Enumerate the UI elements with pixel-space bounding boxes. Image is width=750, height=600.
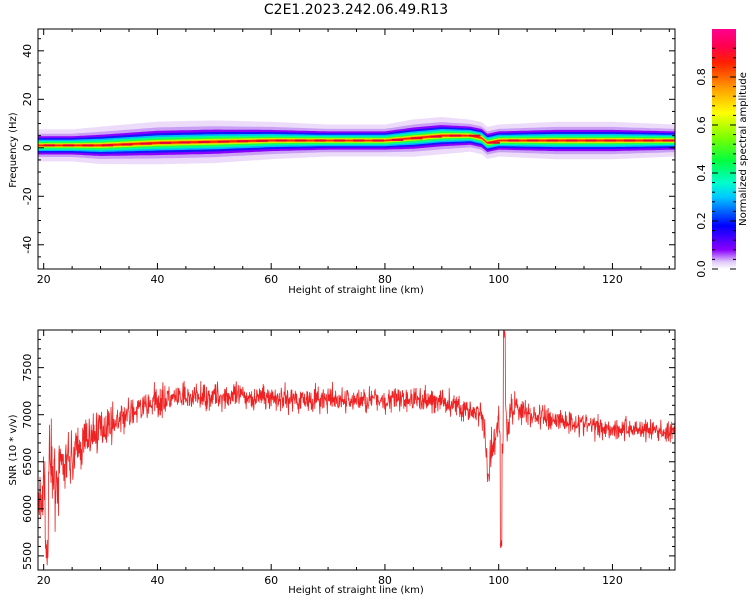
x-tick-label: 120 <box>602 574 623 587</box>
spectrogram-heatmap <box>38 117 675 165</box>
snr-xlabel: Height of straight line (km) <box>288 585 424 596</box>
spectrogram-ylabel: Frequency (Hz) <box>8 112 19 188</box>
x-tick-label: 60 <box>264 273 278 286</box>
colorbar-tick-label: 0.2 <box>695 212 708 230</box>
y-tick-label: 6000 <box>21 495 34 523</box>
snr-line <box>38 330 675 566</box>
colorbar-tick-label: 0.0 <box>695 260 708 278</box>
colorbar: 0.0 0.2 0.4 0.6 0.8 Normalized spectral ampl… <box>695 29 749 278</box>
spectrogram-xlabel: Height of straight line (km) <box>288 285 424 296</box>
y-tick-label: 5500 <box>21 542 34 570</box>
x-tick-label: 80 <box>378 273 392 286</box>
y-tick-label: -40 <box>21 236 34 254</box>
y-tick-label: -20 <box>21 187 34 205</box>
figure-title: C2E1.2023.242.06.49.R13 <box>264 2 448 18</box>
snr-x-ticks: 20 40 60 80 100 120 <box>37 330 670 587</box>
colorbar-gradient <box>712 29 736 269</box>
snr-frame <box>37 329 676 571</box>
colorbar-tick-label: 0.6 <box>695 116 708 134</box>
x-tick-label: 100 <box>488 574 509 587</box>
snr-panel: 20 40 60 80 100 120 5500 6000 6500 7000 7500 Heig… <box>8 329 676 596</box>
colorbar-tick-label: 0.8 <box>695 68 708 86</box>
x-tick-label: 20 <box>37 574 51 587</box>
y-tick-label: 40 <box>21 44 34 58</box>
y-tick-label: 20 <box>21 92 34 106</box>
x-tick-label: 60 <box>264 574 278 587</box>
y-tick-label: 0 <box>21 144 34 151</box>
x-tick-label: 20 <box>37 273 51 286</box>
spectrogram-x-ticks: 20 40 60 80 100 120 <box>37 29 670 286</box>
x-tick-label: 100 <box>488 273 509 286</box>
y-tick-label: 7000 <box>21 401 34 429</box>
x-tick-label: 40 <box>150 273 164 286</box>
x-tick-label: 120 <box>602 273 623 286</box>
x-tick-label: 80 <box>378 574 392 587</box>
x-tick-label: 40 <box>150 574 164 587</box>
spectrogram-y-ticks: -40 -20 0 20 40 <box>21 38 675 270</box>
colorbar-tick-label: 0.4 <box>695 164 708 182</box>
y-tick-label: 7500 <box>21 354 34 382</box>
y-tick-label: 6500 <box>21 448 34 476</box>
snr-ylabel: SNR (10 * v/v) <box>8 414 19 485</box>
colorbar-label: Normalized spectral amplitude <box>738 72 749 226</box>
colorbar-ticks: 0.0 0.2 0.4 0.6 0.8 <box>695 47 736 278</box>
snr-y-ticks: 5500 6000 6500 7000 7500 <box>21 338 675 570</box>
spectrogram-panel: 20 40 60 80 100 120 -40 -20 0 20 40 Height of str… <box>8 28 676 296</box>
